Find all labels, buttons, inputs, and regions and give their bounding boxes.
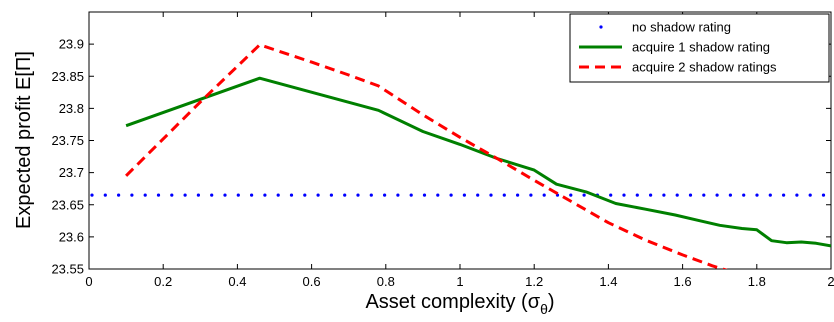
- x-tick-label: 1.4: [599, 274, 617, 289]
- x-tick-label: 1.8: [748, 274, 766, 289]
- x-axis-label-subscript: θ: [540, 301, 548, 317]
- legend-entry-acquire-2-shadow-ratings: acquire 2 shadow ratings: [632, 60, 777, 75]
- x-tick-label: 1.2: [525, 274, 543, 289]
- series-point: [170, 193, 174, 197]
- series-point: [117, 193, 121, 197]
- series-point: [688, 193, 693, 197]
- legend-entry-acquire-1-shadow-rating: acquire 1 shadow rating: [632, 40, 770, 55]
- series-point: [396, 193, 400, 197]
- series-point: [90, 193, 94, 197]
- series-point: [409, 193, 413, 197]
- series-point: [782, 193, 786, 197]
- x-tick-label: 2: [827, 274, 834, 289]
- x-tick-label: 0: [85, 274, 92, 289]
- x-tick-label: 1: [456, 274, 463, 289]
- series-point: [236, 193, 240, 197]
- series-point: [422, 193, 427, 197]
- x-tick-label: 0.6: [303, 274, 321, 289]
- series-point: [476, 193, 480, 197]
- series-point: [715, 193, 719, 197]
- series-point: [516, 193, 520, 197]
- y-tick-label: 23.9: [59, 37, 84, 52]
- y-tick-label: 23.85: [51, 69, 84, 84]
- x-tick-label: 1.6: [674, 274, 692, 289]
- series-point: [449, 193, 453, 197]
- y-axis-label: Expected profit E[Π]: [13, 51, 35, 229]
- series-point: [356, 193, 360, 197]
- series-point: [662, 193, 666, 197]
- x-axis-label-main: Asset complexity (σ: [365, 291, 540, 313]
- series-point: [489, 193, 493, 197]
- x-tick-label: 0.2: [154, 274, 172, 289]
- series-point: [728, 193, 733, 197]
- series-point: [329, 193, 333, 197]
- series-point: [462, 193, 466, 197]
- series-layer: [90, 43, 831, 269]
- series-point: [808, 193, 812, 197]
- x-axis-label-close: ): [548, 291, 555, 313]
- series-point: [609, 193, 613, 197]
- y-tick-label: 23.6: [59, 229, 84, 244]
- legend-entry-no-shadow-rating: no shadow rating: [632, 20, 731, 35]
- series-point: [130, 193, 134, 197]
- series-point: [316, 193, 320, 197]
- series-point: [276, 193, 280, 197]
- series-point: [635, 193, 639, 197]
- series-no-shadow-rating: [90, 193, 826, 197]
- series-point: [755, 193, 759, 197]
- y-tick-label: 23.8: [59, 101, 84, 116]
- series-point: [369, 193, 373, 197]
- x-tick-label: 0.4: [228, 274, 246, 289]
- y-tick-label: 23.55: [51, 262, 84, 277]
- series-point: [183, 193, 187, 197]
- series-point: [289, 193, 294, 197]
- legend-swatch-no-shadow-rating: [599, 25, 603, 29]
- series-point: [210, 193, 214, 197]
- series-point: [383, 193, 387, 197]
- y-tick-label: 23.75: [51, 133, 84, 148]
- series-point: [103, 193, 107, 197]
- x-tick-label: 0.8: [377, 274, 395, 289]
- series-point: [569, 193, 573, 197]
- series-point: [622, 193, 626, 197]
- series-point: [582, 193, 586, 197]
- series-point: [542, 193, 546, 197]
- legend: no shadow rating acquire 1 shadow rating a…: [569, 13, 830, 83]
- series-point: [263, 193, 267, 197]
- series-point: [223, 193, 227, 197]
- series-point: [196, 193, 200, 197]
- series-line-acquire-2-shadow-ratings: [125, 43, 728, 269]
- series-line-acquire-1-shadow-rating: [125, 76, 831, 248]
- series-point: [529, 193, 533, 197]
- series-point: [795, 193, 799, 197]
- y-tick-label: 23.7: [59, 165, 84, 180]
- x-axis-label: Asset complexity (σθ): [365, 291, 554, 317]
- series-point: [303, 193, 307, 197]
- series-point: [156, 193, 161, 197]
- series-point: [502, 193, 506, 197]
- series-point: [768, 193, 772, 197]
- series-point: [675, 193, 679, 197]
- series-point: [436, 193, 440, 197]
- series-point: [250, 193, 254, 197]
- series-point: [343, 193, 347, 197]
- series-point: [821, 193, 826, 197]
- series-point: [742, 193, 746, 197]
- axis-ticks: 0 0.2 0.4 0.6 0.8 1 1.2 1.4 1.6 1.8 2 23.55 23.6 23.6…: [51, 12, 834, 289]
- y-tick-label: 23.65: [51, 197, 84, 212]
- series-point: [649, 193, 653, 197]
- series-point: [143, 193, 147, 197]
- series-point: [702, 193, 706, 197]
